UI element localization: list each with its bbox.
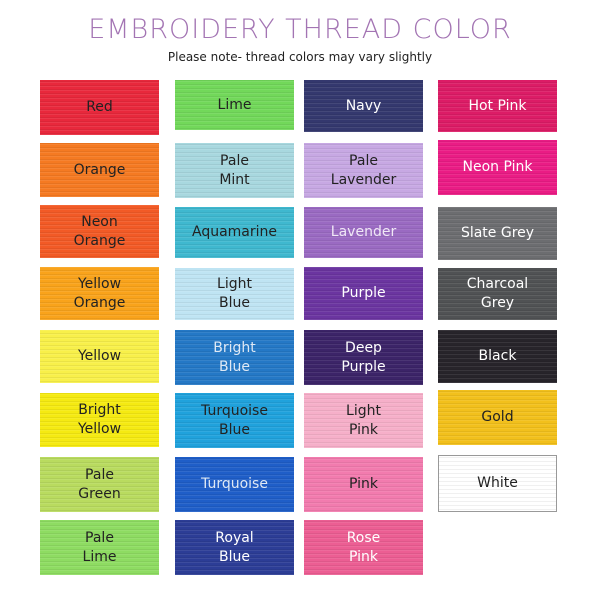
color-swatch-label: Charcoal Grey xyxy=(466,276,529,311)
color-swatch-label: Aquamarine xyxy=(191,224,278,240)
color-swatch-label: Pale Lavender xyxy=(330,152,397,188)
color-swatch: Hot Pink xyxy=(438,80,557,132)
color-swatch: Lavender xyxy=(304,207,423,258)
color-swatch: Pale Mint xyxy=(175,143,294,198)
color-swatch-label: Royal Blue xyxy=(215,529,254,565)
color-swatch-label: Pale Mint xyxy=(219,152,250,188)
color-swatch: White xyxy=(438,455,557,512)
color-swatch: Bright Yellow xyxy=(40,393,159,447)
color-swatch: Light Blue xyxy=(175,268,294,320)
color-swatch: Pale Green xyxy=(40,457,159,512)
color-swatch: Royal Blue xyxy=(175,520,294,575)
color-swatch: Turquoise Blue xyxy=(175,393,294,448)
color-swatch-label: Rose Pink xyxy=(346,529,381,565)
page-title: EMBROIDERY THREAD COLOR xyxy=(88,14,512,45)
color-swatch: Aquamarine xyxy=(175,207,294,258)
color-swatch: Pale Lavender xyxy=(304,143,423,198)
color-swatch: Lime xyxy=(175,80,294,130)
color-swatch-label: Neon Orange xyxy=(73,213,126,249)
color-swatch-label: Pale Green xyxy=(78,466,121,502)
color-swatch-label: Turquoise Blue xyxy=(201,402,268,438)
color-swatch-label: Purple xyxy=(341,285,386,301)
color-swatch-label: Hot Pink xyxy=(468,97,527,114)
color-swatch-label: Black xyxy=(478,348,517,364)
color-swatch-label: Light Blue xyxy=(217,276,252,311)
color-swatch: Light Pink xyxy=(304,393,423,448)
color-swatch: Pink xyxy=(304,457,423,512)
page-subtitle: Please note- thread colors may vary slig… xyxy=(167,50,433,64)
color-swatch: Slate Grey xyxy=(438,207,557,260)
color-swatch-label: Pale Lime xyxy=(82,529,117,565)
color-swatch-label: Lime xyxy=(217,96,252,113)
color-swatch: Orange xyxy=(40,143,159,197)
color-swatch-label: Bright Yellow xyxy=(77,402,122,437)
color-swatch-label: Turquoise xyxy=(201,476,268,492)
color-swatch: Neon Orange xyxy=(40,205,159,258)
color-swatch-label: Neon Pink xyxy=(462,159,533,175)
color-swatch: Navy xyxy=(304,80,423,132)
color-swatch-label: Red xyxy=(86,99,113,115)
color-swatch: Gold xyxy=(438,390,557,445)
color-swatch-label: Orange xyxy=(73,161,126,178)
color-swatch: Red xyxy=(40,80,159,135)
color-swatch-label: Yellow xyxy=(77,348,122,364)
color-swatch-label: Navy xyxy=(345,97,382,114)
color-swatch: Neon Pink xyxy=(438,140,557,195)
color-swatch: Purple xyxy=(304,267,423,320)
color-swatch-label: Bright Blue xyxy=(213,339,256,375)
color-swatch-label: Yellow Orange xyxy=(73,275,126,311)
color-swatch: Bright Blue xyxy=(175,330,294,385)
color-swatch-label: Gold xyxy=(481,409,514,425)
color-swatch: Rose Pink xyxy=(304,520,423,575)
color-swatch-label: White xyxy=(477,475,518,491)
color-swatch-label: Deep Purple xyxy=(341,339,386,375)
color-swatch: Pale Lime xyxy=(40,520,159,575)
color-swatch: Deep Purple xyxy=(304,330,423,385)
color-swatch: Yellow xyxy=(40,330,159,383)
color-swatch: Yellow Orange xyxy=(40,267,159,320)
color-swatch: Charcoal Grey xyxy=(438,268,557,320)
color-swatch: Turquoise xyxy=(175,457,294,512)
color-swatch-label: Pink xyxy=(348,476,378,492)
color-swatch-label: Light Pink xyxy=(346,402,381,438)
color-swatch-label: Slate Grey xyxy=(460,225,535,241)
color-swatch: Black xyxy=(438,330,557,383)
color-swatch-label: Lavender xyxy=(330,224,397,240)
